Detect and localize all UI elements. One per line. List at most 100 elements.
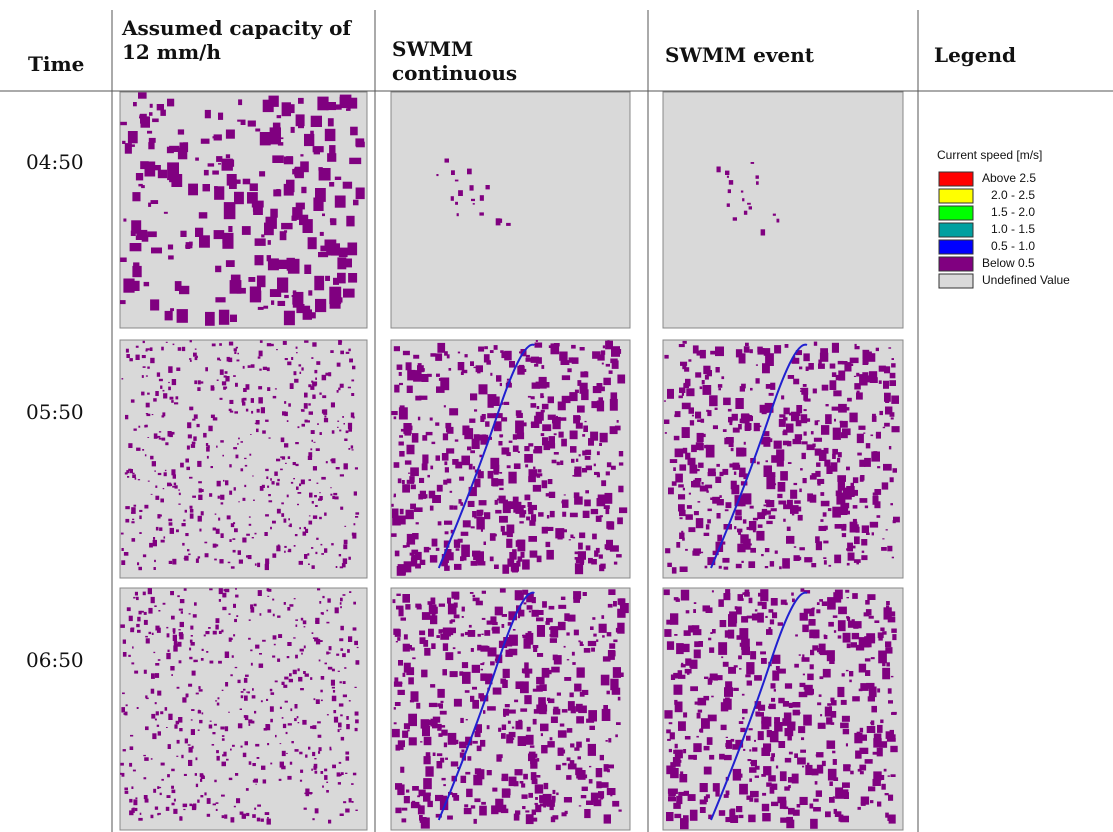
map-patch (835, 590, 843, 600)
map-patch (606, 740, 608, 742)
map-patch (514, 463, 521, 469)
map-patch (430, 607, 438, 614)
map-patch (779, 566, 782, 569)
map-patch (222, 762, 227, 767)
map-patch (468, 501, 475, 507)
map-patch (713, 783, 720, 792)
map-patch (430, 418, 433, 421)
map-patch (168, 255, 174, 259)
map-patch (284, 401, 286, 404)
map-patch (535, 784, 544, 793)
map-patch (347, 649, 350, 653)
map-patch (580, 383, 588, 394)
map-patch (243, 753, 247, 757)
map-patch (560, 724, 565, 727)
map-patch (887, 611, 895, 616)
map-patch (803, 478, 807, 483)
map-patch (708, 715, 717, 722)
map-patch (392, 729, 400, 737)
map-patch (524, 695, 531, 704)
map-patch (500, 350, 504, 353)
map-patch (123, 219, 126, 222)
map-patch (228, 562, 231, 564)
map-patch (710, 498, 715, 501)
map-patch (807, 444, 815, 450)
map-patch (122, 773, 125, 777)
map-patch (254, 711, 256, 714)
map-patch (502, 624, 505, 628)
map-patch (683, 341, 687, 344)
map-patch (236, 180, 240, 184)
map-patch (322, 214, 325, 217)
map-patch (730, 809, 735, 812)
map-patch (448, 733, 457, 745)
map-patch (500, 383, 502, 386)
map-patch (570, 535, 573, 539)
map-patch (191, 729, 195, 735)
map-patch (810, 819, 818, 829)
map-patch (293, 637, 295, 638)
map-patch (351, 393, 354, 396)
map-patch (329, 182, 334, 187)
map-patch (722, 558, 729, 563)
map-patch (460, 556, 464, 561)
map-patch (335, 607, 339, 613)
map-patch (138, 818, 142, 821)
map-patch (890, 746, 897, 752)
map-patch (241, 120, 246, 125)
map-patch (258, 397, 263, 403)
map-patch (321, 553, 324, 555)
map-patch (668, 488, 674, 495)
map-patch (351, 783, 354, 785)
map-patch (267, 255, 271, 261)
map-patch (184, 774, 187, 776)
map-patch (260, 132, 271, 145)
map-patch (216, 446, 218, 448)
map-patch (576, 557, 584, 563)
map-patch (274, 644, 276, 646)
map-patch (451, 196, 454, 201)
map-patch (767, 730, 772, 737)
map-patch (258, 357, 261, 359)
map-patch (697, 433, 704, 442)
map-patch (688, 755, 697, 760)
map-patch (664, 629, 671, 637)
map-patch (226, 154, 230, 158)
map-patch (745, 675, 750, 678)
map-patch (837, 458, 840, 463)
map-patch (173, 344, 175, 346)
map-patch (891, 396, 899, 404)
map-patch (548, 479, 553, 484)
map-patch (314, 764, 318, 769)
map-patch (771, 698, 775, 702)
map-patch (177, 309, 188, 323)
map-patch (187, 549, 189, 551)
map-patch (257, 805, 261, 807)
map-patch (690, 810, 698, 821)
map-patch (199, 720, 202, 723)
header-cell: Time (28, 52, 84, 76)
map-patch (266, 699, 268, 701)
map-patch (724, 687, 733, 697)
map-patch (333, 690, 335, 693)
map-patch (588, 558, 593, 564)
map-patch (332, 496, 335, 499)
map-patch (349, 798, 352, 802)
map-patch (218, 113, 223, 120)
map-patch (840, 421, 848, 428)
map-patch (852, 633, 859, 639)
map-patch (599, 443, 602, 446)
map-patch (405, 460, 412, 464)
map-patch (159, 438, 162, 440)
map-patch (141, 392, 144, 396)
map-patch (889, 380, 896, 386)
map-patch (395, 702, 401, 706)
map-patch (200, 795, 203, 797)
map-patch (330, 494, 332, 496)
map-patch (438, 521, 442, 525)
map-patch (338, 782, 341, 785)
map-patch (462, 672, 471, 684)
map-patch (217, 358, 220, 361)
map-patch (741, 191, 743, 193)
map-patch (852, 696, 860, 701)
